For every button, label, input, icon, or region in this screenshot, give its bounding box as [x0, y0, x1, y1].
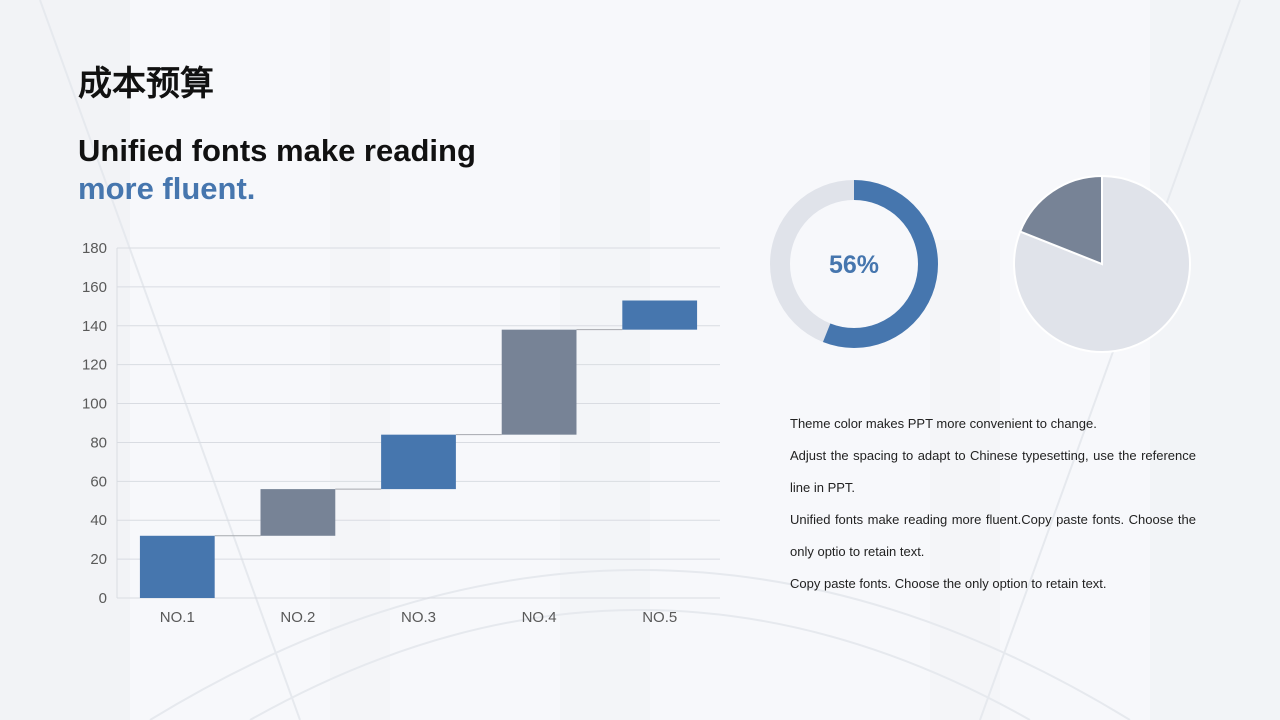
- x-tick-label: NO.4: [522, 609, 557, 626]
- bar-no1: [139, 535, 215, 598]
- x-tick-label: NO.5: [642, 609, 677, 626]
- note-line: Theme color makes PPT more convenient to…: [790, 416, 1097, 431]
- notes-text-block: Theme color makes PPT more convenient to…: [790, 408, 1196, 600]
- pie-value-slice: [1018, 174, 1103, 266]
- note-line: Unified fonts make reading more fluent.C…: [790, 512, 1196, 559]
- y-tick-label: 0: [99, 590, 107, 607]
- bar-no3: [381, 434, 456, 490]
- y-tick-label: 160: [82, 279, 107, 296]
- bar-no2: [260, 489, 336, 536]
- x-tick-label: NO.1: [160, 609, 195, 626]
- donut-percent-label: 56%: [829, 251, 879, 279]
- y-tick-label: 40: [90, 512, 107, 529]
- bar-no5: [622, 300, 698, 330]
- y-tick-label: 140: [82, 318, 107, 335]
- headline: Unified fonts make reading more fluent.: [78, 132, 476, 208]
- note-line: Copy paste fonts. Choose the only option…: [790, 576, 1107, 591]
- donut-chart: 56%: [770, 180, 938, 348]
- slide-title: 成本预算: [78, 64, 214, 104]
- note-line: Adjust the spacing to adapt to Chinese t…: [790, 448, 1196, 495]
- y-tick-label: 120: [82, 357, 107, 374]
- y-tick-label: 20: [90, 551, 107, 568]
- y-tick-label: 180: [82, 240, 107, 257]
- y-tick-label: 60: [90, 473, 107, 490]
- y-tick-label: 100: [82, 396, 107, 413]
- bar-no4: [501, 329, 577, 435]
- pie-chart: [1013, 174, 1191, 353]
- x-tick-label: NO.3: [401, 609, 436, 626]
- waterfall-chart: 0 20 40 60 80 100 120 140 160 180 NO.1 NO.2 NO.3 NO.4…: [82, 240, 720, 626]
- donut-value-slice: [770, 180, 938, 348]
- headline-line-2: more fluent.: [78, 171, 256, 206]
- x-tick-label: NO.2: [280, 609, 315, 626]
- headline-line-1: Unified fonts make reading: [78, 133, 476, 168]
- y-tick-label: 80: [90, 434, 107, 451]
